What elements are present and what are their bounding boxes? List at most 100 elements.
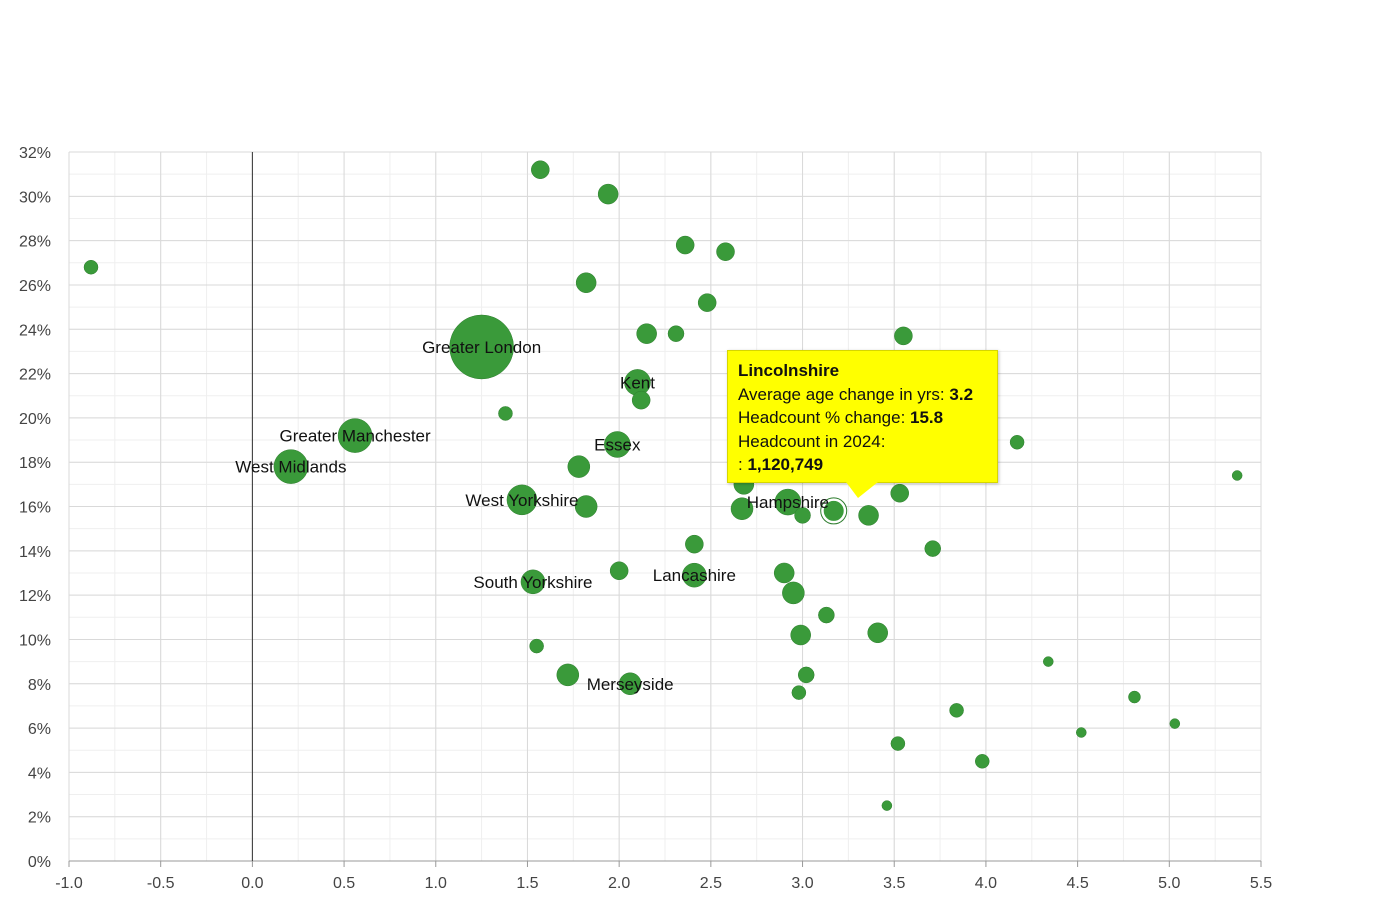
- y-tick-label: 26%: [19, 278, 51, 295]
- bubble[interactable]: [675, 235, 695, 255]
- bubble[interactable]: [782, 581, 805, 605]
- bubble[interactable]: [730, 497, 754, 520]
- bubbles: [83, 160, 1243, 811]
- y-tick-label: 24%: [19, 322, 51, 339]
- x-tick-label: 4.5: [1066, 875, 1088, 892]
- bubble[interactable]: [597, 183, 619, 205]
- bubble-west-yorkshire[interactable]: [506, 484, 538, 516]
- tooltip-headcount-prefix: :: [738, 455, 748, 474]
- bubble[interactable]: [794, 507, 811, 524]
- tooltip-pointer: [846, 482, 878, 498]
- y-axis-tick-labels: 0% 2% 4% 6% 8% 10% 12% 14% 16% 18% 20% 22% 24% 26% 28%…: [19, 145, 51, 871]
- bubble-west-midlands[interactable]: [273, 449, 309, 484]
- x-tick-label: 2.0: [608, 875, 630, 892]
- y-tick-label: 16%: [19, 500, 51, 517]
- bubble[interactable]: [1076, 727, 1087, 738]
- bubble[interactable]: [797, 666, 815, 684]
- x-tick-label: -0.5: [147, 875, 175, 892]
- bubble-label: Essex: [594, 435, 641, 454]
- bubble[interactable]: [609, 561, 629, 581]
- bubble[interactable]: [773, 562, 795, 584]
- bubble[interactable]: [556, 663, 580, 687]
- x-tick-label: 2.5: [700, 875, 722, 892]
- bubble[interactable]: [894, 326, 913, 346]
- bubble[interactable]: [858, 505, 879, 526]
- tooltip-headcount-change-label: Headcount % change:: [738, 408, 911, 427]
- bubble[interactable]: [924, 540, 941, 557]
- y-tick-label: 20%: [19, 411, 51, 428]
- bubble-merseyside[interactable]: [618, 672, 642, 695]
- tooltip-headcount-value: 1,120,749: [747, 455, 824, 474]
- bubble[interactable]: [697, 293, 717, 312]
- x-tick-label: 5.0: [1158, 875, 1180, 892]
- tooltip-headcount-row: : 1,120,749: [738, 453, 987, 477]
- bubble[interactable]: [790, 624, 811, 646]
- y-tick-label: 18%: [19, 455, 51, 472]
- tooltip-age-row: Average age change in yrs: 3.2: [738, 383, 987, 407]
- bubble[interactable]: [818, 606, 835, 624]
- bubble[interactable]: [574, 495, 598, 518]
- bubble[interactable]: [567, 455, 591, 478]
- bubble-label: West Midlands: [235, 458, 346, 477]
- x-tick-label: -1.0: [55, 875, 83, 892]
- tooltip-age-label: Average age change in yrs:: [738, 384, 950, 404]
- y-tick-label: 32%: [19, 145, 51, 162]
- bubble-label: Greater London: [422, 338, 541, 357]
- bubble[interactable]: [83, 259, 99, 275]
- bubble[interactable]: [1128, 690, 1141, 704]
- bubble-label: West Yorkshire: [465, 491, 578, 510]
- bubble-essex[interactable]: [604, 431, 631, 458]
- x-tick-label: 0.5: [333, 875, 355, 892]
- bubble-label: Merseyside: [587, 675, 674, 694]
- bubble[interactable]: [631, 390, 651, 410]
- bubble-label: South Yorkshire: [473, 573, 592, 592]
- y-tick-label: 10%: [19, 632, 51, 649]
- axes: [68, 152, 1262, 867]
- bubble-label: Greater Manchester: [279, 427, 431, 446]
- bubble[interactable]: [890, 483, 909, 503]
- bubble[interactable]: [821, 498, 846, 523]
- bubble[interactable]: [1169, 718, 1181, 729]
- bubble[interactable]: [791, 685, 807, 700]
- bubble[interactable]: [636, 323, 657, 344]
- y-tick-label: 12%: [19, 588, 51, 605]
- bubble-greater-manchester[interactable]: [337, 418, 373, 453]
- tooltip-headcount-label: Headcount in 2024:: [738, 431, 886, 451]
- tooltip-headcount-change-value: 15.8: [910, 408, 944, 427]
- bubble[interactable]: [531, 160, 550, 179]
- bubble-hampshire[interactable]: [774, 488, 802, 516]
- bubble[interactable]: [881, 800, 893, 811]
- bubble[interactable]: [529, 638, 544, 654]
- bubble[interactable]: [1231, 470, 1243, 481]
- bubble[interactable]: [575, 272, 597, 293]
- bubble-lancashire[interactable]: [682, 562, 707, 588]
- bubble[interactable]: [890, 736, 906, 751]
- x-tick-label: 0.0: [241, 875, 263, 892]
- y-tick-label: 22%: [19, 367, 51, 384]
- bubble[interactable]: [498, 406, 513, 421]
- bubble[interactable]: [667, 325, 685, 342]
- x-axis-tick-labels: -1.0 -0.5 0.0 0.5 1.0 1.5 2.0 2.5 3.0 3.5 4.0 4.5 5.…: [55, 875, 1272, 892]
- tooltip-age-value: 3.2: [949, 384, 974, 404]
- y-tick-label: 2%: [28, 810, 51, 827]
- y-tick-label: 14%: [19, 544, 51, 561]
- bubble-label: Kent: [620, 373, 655, 392]
- x-tick-label: 1.0: [425, 875, 447, 892]
- y-tick-label: 8%: [28, 677, 51, 694]
- y-tick-label: 0%: [28, 854, 51, 871]
- bubble-greater-london[interactable]: [449, 314, 514, 380]
- bubble-south-yorkshire[interactable]: [520, 569, 546, 595]
- bubble-label: Hampshire: [747, 493, 829, 512]
- bubble[interactable]: [975, 754, 990, 769]
- bubble[interactable]: [716, 242, 735, 261]
- bubble-labels: Greater London Greater Manchester West Mid…: [235, 338, 829, 694]
- y-tick-label: 30%: [19, 189, 51, 206]
- bubble-highlight-ring: [820, 497, 848, 525]
- bubble[interactable]: [685, 534, 704, 554]
- x-tick-label: 3.0: [791, 875, 813, 892]
- bubble[interactable]: [1009, 434, 1025, 450]
- bubble[interactable]: [1043, 656, 1054, 667]
- bubble[interactable]: [867, 622, 888, 644]
- bubble[interactable]: [949, 703, 964, 718]
